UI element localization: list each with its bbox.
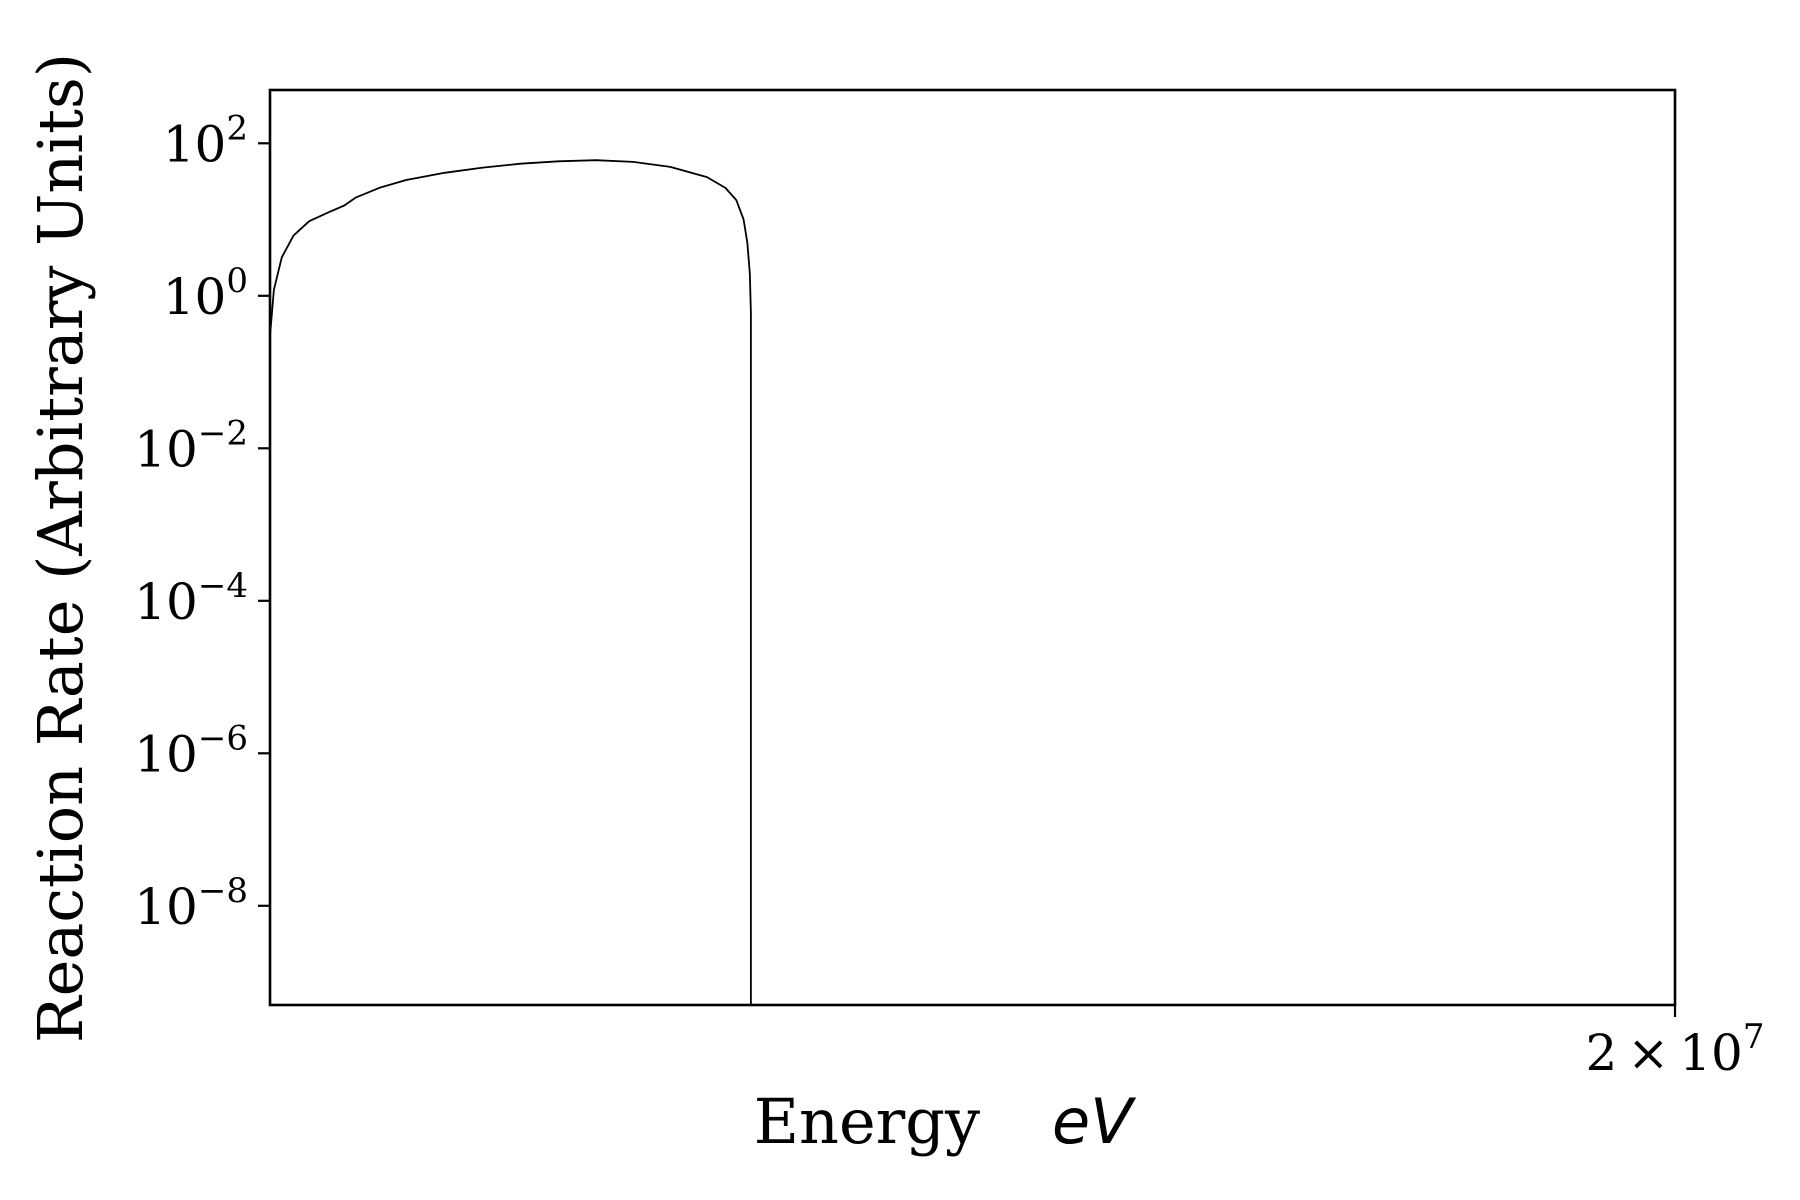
y-tick-label: 10−4 — [134, 566, 248, 631]
y-tick-label: 100 — [163, 261, 248, 326]
y-axis-ticks: 102 100 10−2 10−4 10−6 10−8 — [134, 108, 270, 936]
series-line — [269, 159, 752, 1005]
plot-area — [269, 159, 752, 1005]
y-tick-label: 10−8 — [134, 871, 248, 936]
x-axis-label-unit: eV — [1052, 1085, 1137, 1158]
x-tick-label: 2 × 107 — [1586, 1017, 1765, 1082]
y-tick-label: 102 — [163, 108, 248, 173]
x-axis-ticks: 2 × 107 — [1586, 1005, 1765, 1082]
y-tick-label: 10−6 — [134, 718, 248, 783]
axes-frame — [268, 88, 1677, 1007]
y-axis-label: Reaction Rate (Arbitrary Units) — [24, 53, 97, 1043]
x-axis-label: Energy — [754, 1085, 980, 1158]
y-tick-label: 10−2 — [134, 413, 248, 478]
